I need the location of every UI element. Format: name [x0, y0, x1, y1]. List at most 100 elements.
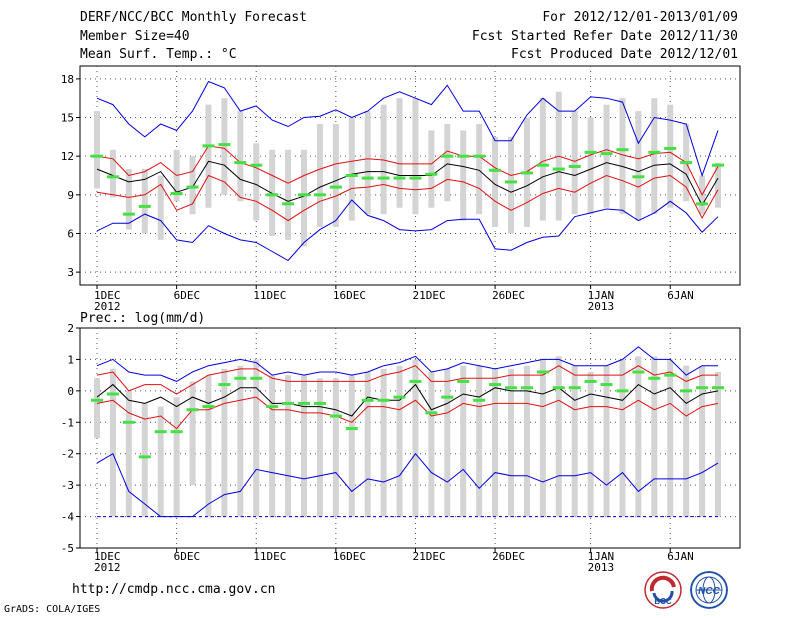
grads-credit: GrADS: COLA/IGES [4, 604, 101, 615]
temp-xtick-label: 26DEC [492, 289, 525, 302]
prec-xtick-label: 1JAN [588, 550, 615, 563]
temp-observed-marker [393, 176, 406, 180]
temp-box [651, 98, 658, 215]
temp-ytick-label: 3 [67, 266, 74, 279]
temp-xtick-label: 11DEC [253, 289, 286, 302]
prec-ytick-label: 2 [67, 322, 74, 335]
temp-box [189, 156, 196, 215]
prec-xtick-label: 6JAN [667, 550, 694, 563]
temp-observed-marker [473, 154, 486, 158]
prec-ytick-label: -5 [61, 542, 74, 555]
temp-xtick-label: 6JAN [667, 289, 694, 302]
temp-observed-marker [712, 163, 724, 167]
prec-box [269, 375, 276, 517]
temp-box [94, 111, 100, 189]
prec-observed-marker [91, 398, 103, 402]
temp-observed-marker [648, 150, 661, 154]
temp-observed-marker [313, 193, 326, 197]
temp-box [332, 123, 339, 228]
prec-box [635, 356, 642, 517]
temp-xtick-label: 6DEC [174, 289, 201, 302]
temp-upper-spread-line [96, 145, 719, 196]
prec-box [699, 365, 706, 517]
prec-observed-marker [186, 408, 199, 412]
prec-xtick-label: 1DEC [94, 550, 121, 563]
temp-box [109, 149, 116, 198]
variable-label: Mean Surf. Temp.: °C [80, 47, 237, 62]
temp-min-line [96, 199, 719, 262]
prec-box [603, 365, 610, 517]
temp-observed-marker [329, 185, 342, 189]
prec-lower-spread-line [96, 396, 719, 430]
prec-observed-marker [664, 373, 677, 377]
prec-box [316, 378, 323, 517]
prec-observed-marker [361, 398, 374, 402]
temp-box [539, 98, 546, 221]
temp-observed-marker [122, 212, 135, 216]
temp-box [316, 123, 323, 228]
prec-ytick-label: -1 [61, 416, 74, 429]
prec-xtick-label: 6DEC [174, 550, 201, 563]
prec-observed-marker [520, 386, 533, 390]
temp-lower-spread-line [96, 174, 719, 222]
forecast-produced-date: Fcst Produced Date 2012/12/01 [511, 47, 738, 62]
prec-observed-marker [616, 389, 629, 393]
prec-ytick-label: 0 [67, 385, 74, 398]
temp-mean-line [96, 160, 719, 207]
temp-observed-marker [409, 176, 422, 180]
prec-observed-marker [122, 420, 135, 424]
prec-box [476, 365, 483, 517]
prec-observed-marker [584, 379, 597, 383]
prec-box [619, 359, 626, 517]
prec-box [332, 378, 339, 517]
prec-box [285, 375, 292, 517]
prec-observed-marker [298, 401, 310, 405]
source-url[interactable]: http://cmdp.ncc.cma.gov.cn [72, 582, 276, 597]
prec-box [412, 359, 419, 517]
temp-xtick-label: 16DEC [333, 289, 366, 302]
prec-observed-marker [250, 376, 263, 380]
prec-observed-marker [473, 398, 486, 402]
ncc-logo: NCC [690, 571, 728, 609]
prec-xtick-label: 11DEC [253, 550, 286, 563]
prec-box [237, 365, 244, 517]
prec-observed-marker [329, 414, 342, 418]
temp-box [460, 130, 467, 221]
chart-title: DERF/NCC/BCC Monthly Forecast [80, 10, 307, 25]
prec-box [221, 368, 228, 517]
prec-observed-marker [425, 411, 438, 415]
prec-box [157, 406, 164, 517]
prec-box [348, 375, 355, 517]
temp-observed-marker [186, 185, 199, 189]
temp-observed-marker [377, 176, 390, 180]
temp-box [253, 143, 260, 221]
temp-observed-marker [680, 161, 693, 165]
temp-box [412, 98, 419, 215]
prec-box [571, 365, 578, 517]
prec-observed-marker [345, 427, 358, 431]
prec-observed-marker [234, 376, 247, 380]
temp-box [444, 123, 451, 202]
temp-xtick-year: 2013 [588, 300, 615, 313]
prec-box [396, 365, 403, 517]
temp-max-line [96, 80, 719, 178]
prec-xtick-label: 16DEC [333, 550, 366, 563]
temp-box [237, 111, 244, 202]
prec-box [141, 403, 148, 517]
prec-box [94, 378, 100, 438]
temp-box [269, 149, 276, 237]
prec-box [492, 368, 499, 517]
prec-observed-marker [154, 430, 167, 434]
prec-observed-marker [632, 370, 645, 374]
forecast-started-date: Fcst Started Refer Date 2012/11/30 [471, 29, 738, 44]
temp-box [667, 104, 674, 208]
temp-box [221, 98, 228, 195]
prec-observed-marker [202, 405, 215, 409]
prec-observed-marker [505, 386, 517, 390]
temp-box [125, 169, 132, 230]
prec-observed-marker [282, 401, 295, 405]
temp-box [285, 149, 292, 240]
prec-box [189, 381, 196, 486]
prec-observed-marker [393, 395, 406, 399]
